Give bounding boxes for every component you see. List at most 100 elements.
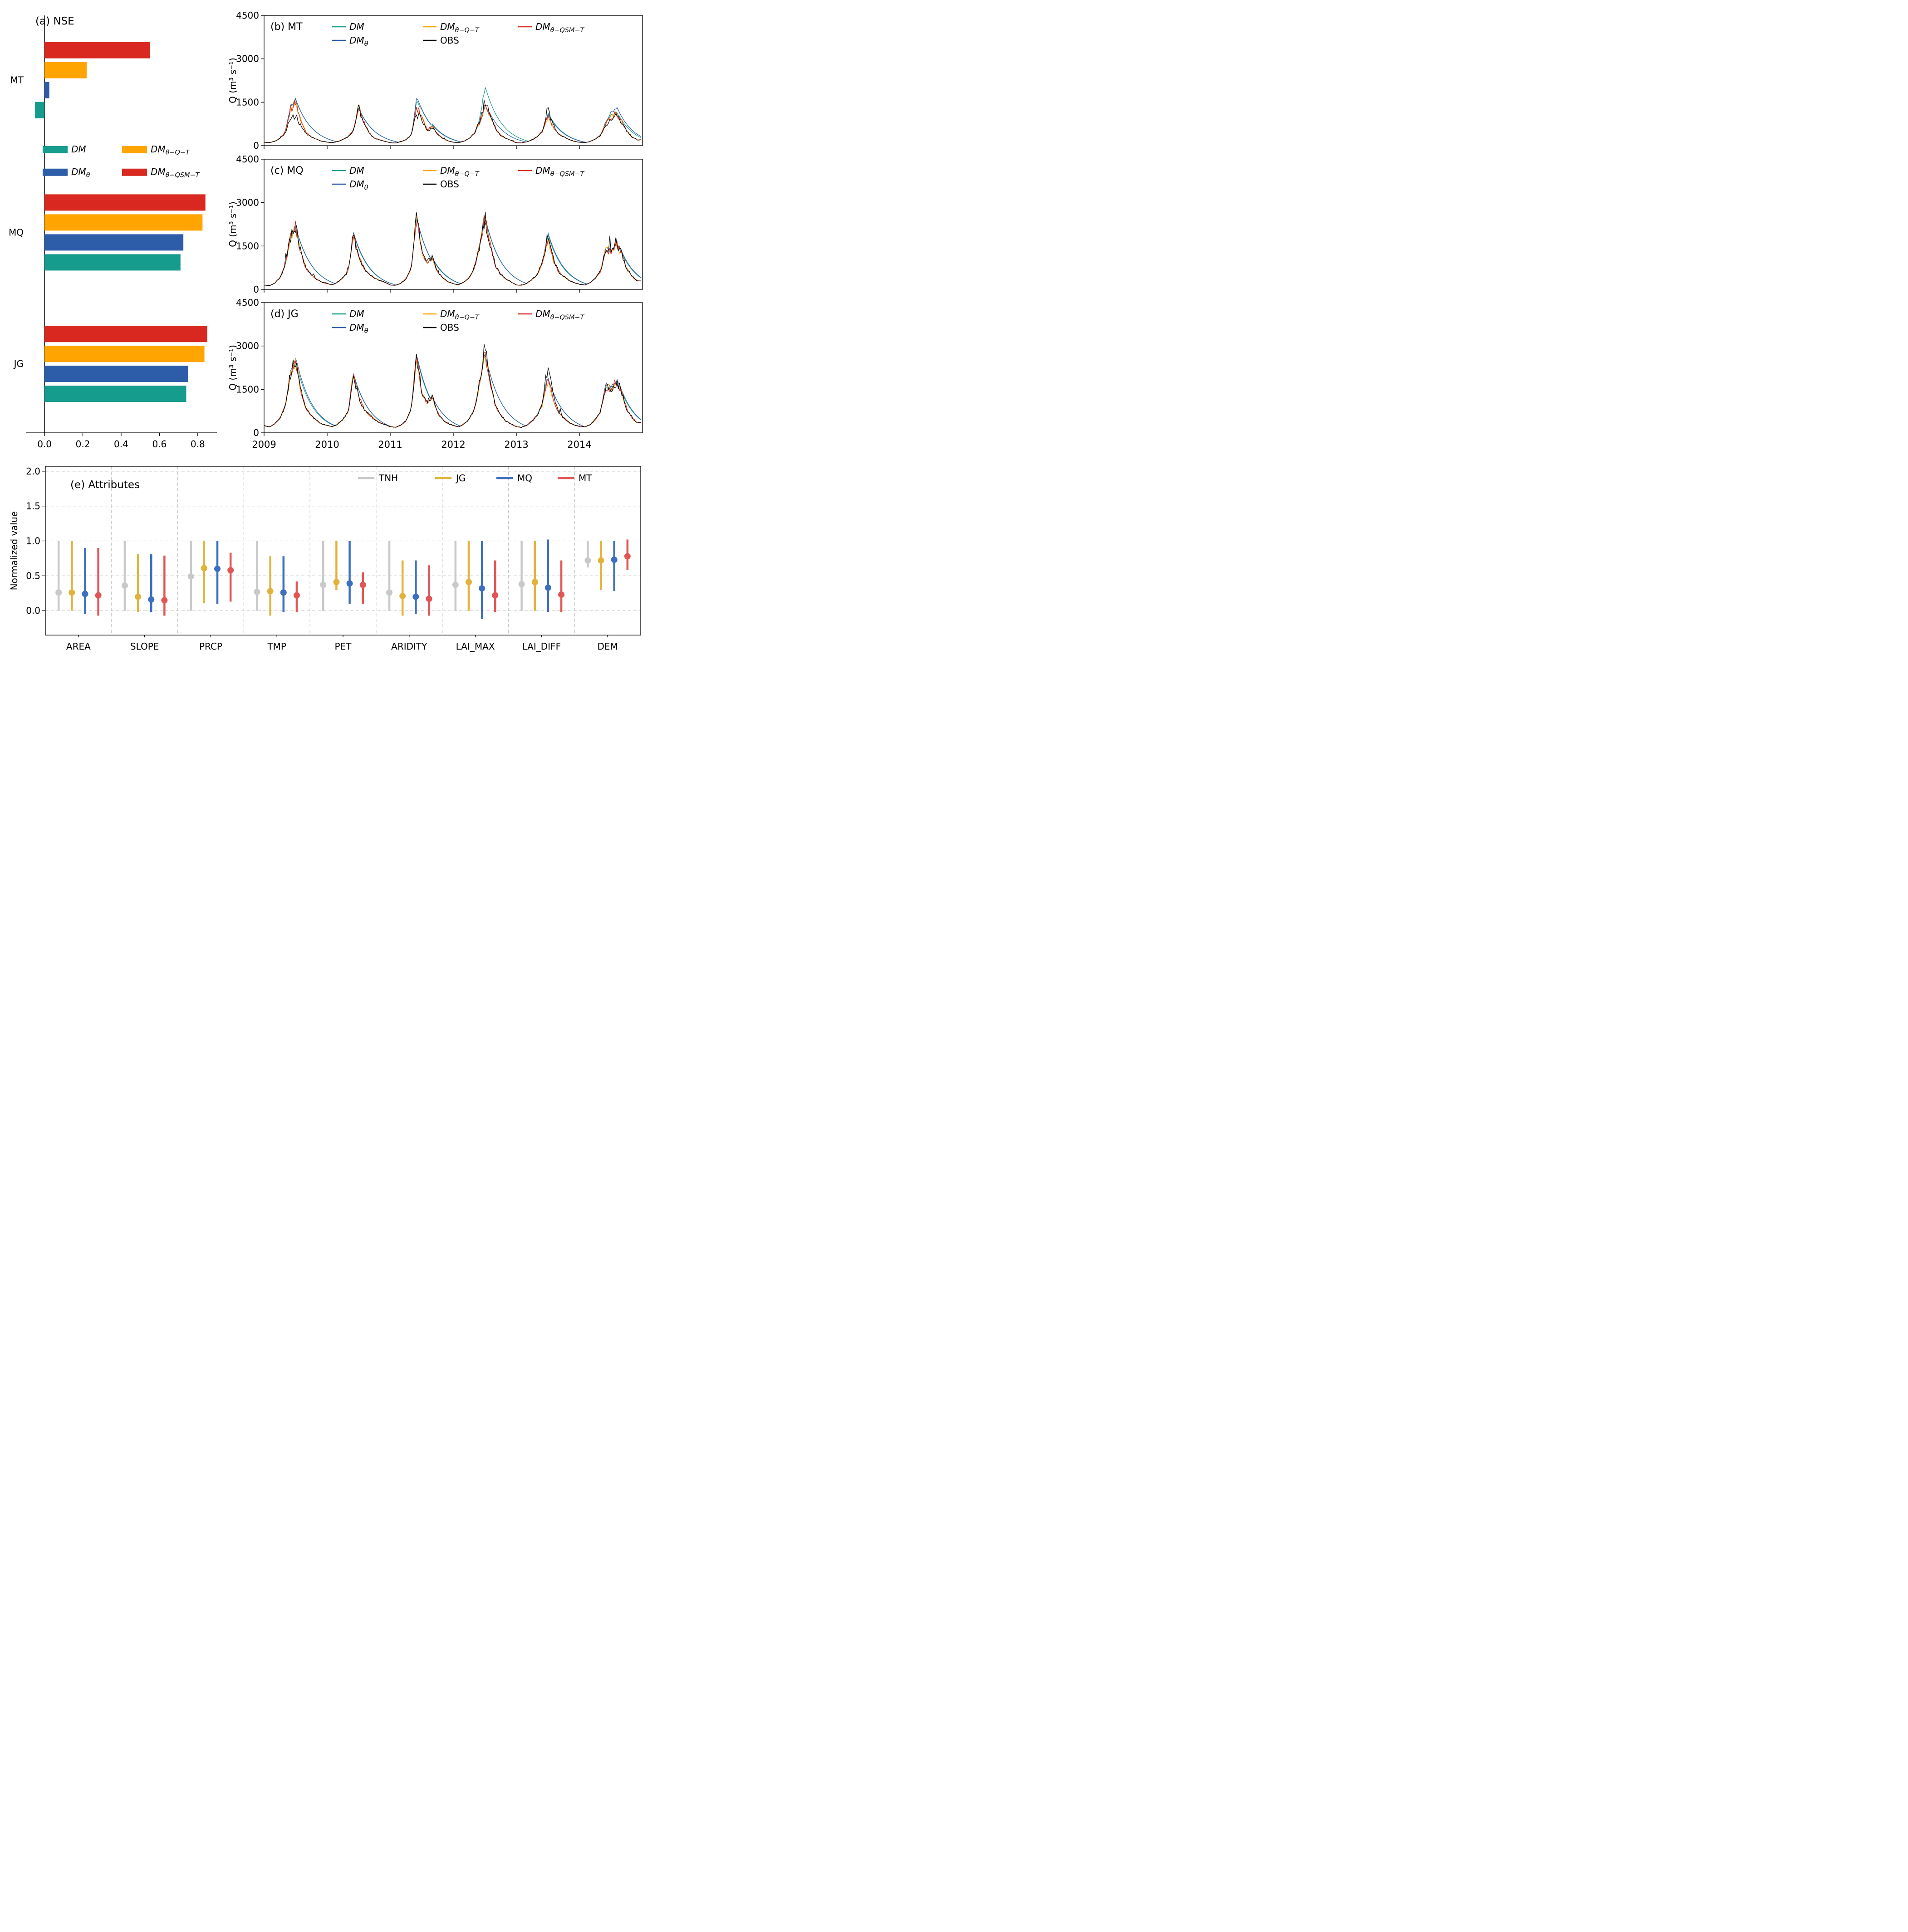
median-MT-LAI_DIFF	[558, 591, 565, 598]
median-JG-TMP	[267, 588, 274, 595]
bar-MT-DMθ−QSM−T	[44, 42, 150, 59]
line-c-OBS	[264, 212, 642, 286]
panel-a-title: (a) NSE	[35, 15, 74, 27]
line-b-OBS	[264, 100, 642, 143]
median-MQ-TMP	[280, 589, 287, 596]
category-label-PRCP: PRCP	[199, 641, 222, 652]
bar-JG-DMθ−QSM−T	[44, 326, 207, 342]
x-tick-label-2014: 2014	[567, 439, 591, 450]
bar-MQ-DMθ	[44, 234, 184, 251]
y-tick-label: 3000	[236, 341, 259, 352]
panels-bcd-streamflow-timeseries: 0 1500 3000 4500 Q (m³ s⁻¹) (b) MT DM DMθ−Q−T DM…	[227, 10, 643, 450]
median-JG-DEM	[598, 557, 604, 564]
bar-JG-DMθ−Q−T	[44, 346, 205, 362]
bar-JG-DMθ	[44, 366, 188, 382]
figure-canvas: 0.0 0.2 0.4 0.6 0.8 MT MQ JG (a) NSE DM DMθ DMθ−Q−T…	[0, 0, 653, 664]
median-MT-SLOPE	[161, 597, 168, 604]
y-tick-label: 3000	[236, 54, 259, 64]
median-TNH-TMP	[254, 588, 260, 595]
median-TNH-LAI_DIFF	[518, 581, 525, 587]
line-d-DM	[264, 353, 642, 428]
plot-box-e	[45, 466, 641, 636]
y-tick-label: 1500	[236, 97, 259, 108]
y-tick-label: 0	[253, 140, 259, 151]
category-label-DEM: DEM	[597, 641, 618, 652]
median-MQ-PET	[346, 580, 353, 587]
group-label-MQ: MQ	[9, 227, 24, 238]
x-tick-label-2013: 2013	[504, 439, 528, 450]
x-tick-label: 0.6	[152, 439, 167, 450]
median-MQ-LAI_MAX	[479, 585, 486, 592]
median-JG-AREA	[69, 589, 75, 596]
median-MQ-DEM	[611, 556, 618, 563]
legend-label-DMθ−QSM−T: DMθ−QSM−T	[535, 165, 584, 178]
y-tick-label: 1500	[236, 384, 259, 395]
legend-swatch-DM	[43, 146, 68, 153]
median-MT-DEM	[624, 553, 631, 560]
y-tick-label: 1.5	[26, 501, 40, 512]
legend-swatch-DMθ	[43, 168, 68, 176]
median-JG-SLOPE	[135, 593, 142, 600]
x-tick-label-2011: 2011	[378, 439, 402, 450]
panel-title-e: (e) Attributes	[70, 479, 140, 491]
group-label-MT: MT	[10, 75, 24, 86]
category-label-TMP: TMP	[267, 641, 286, 652]
legend-label-DMθ−Q−T: DMθ−Q−T	[151, 144, 190, 157]
y-tick-label: 0.0	[26, 605, 40, 616]
panel-title-b: (b) MT	[270, 21, 303, 33]
y-axis-label-b: Q (m³ s⁻¹)	[227, 58, 238, 103]
bar-MT-DM	[34, 102, 45, 118]
line-b-DMθ−QSM−T	[264, 100, 642, 143]
legend-label-DM: DM	[349, 308, 364, 319]
panel-title-d: (d) JG	[270, 308, 299, 320]
line-d-OBS	[264, 344, 642, 428]
panel-e-attributes-errorbar-chart: 0.0 0.5 1.0 1.5 2.0 Normalized value AREA SLOPE…	[9, 466, 641, 652]
legend-label-DM: DM	[349, 21, 364, 32]
y-axis-label-e: Normalized value	[9, 511, 20, 590]
median-TNH-PRCP	[187, 573, 194, 580]
y-tick-label: 3000	[236, 197, 259, 208]
line-c-DMθ	[264, 216, 642, 286]
y-tick-label: 0	[253, 427, 259, 438]
y-tick-label: 4500	[236, 297, 259, 308]
legend-swatch-DMθ−Q−T	[122, 146, 147, 153]
legend-label-DMθ−Q−T: DMθ−Q−T	[440, 165, 480, 178]
legend-label-DM: DM	[71, 144, 86, 155]
median-TNH-ARIDITY	[386, 589, 393, 596]
group-label-JG: JG	[13, 358, 24, 369]
x-tick-label: 0.8	[191, 439, 205, 450]
median-MQ-SLOPE	[148, 596, 155, 603]
bar-JG-DM	[44, 386, 186, 402]
median-TNH-AREA	[55, 589, 62, 596]
median-TNH-LAI_MAX	[452, 582, 459, 588]
legend-label-DMθ−QSM−T: DMθ−QSM−T	[151, 166, 200, 179]
legend-label-obs: OBS	[440, 322, 459, 333]
top-row: 0.0 0.2 0.4 0.6 0.8 MT MQ JG (a) NSE DM DMθ DMθ−Q−T…	[6, 6, 647, 455]
line-b-DM	[264, 87, 642, 143]
category-label-ARIDITY: ARIDITY	[391, 641, 427, 652]
median-MT-TMP	[293, 592, 300, 599]
line-c-DMθ−Q−T	[264, 214, 642, 286]
bar-MQ-DMθ−QSM−T	[44, 194, 206, 211]
median-JG-ARIDITY	[399, 592, 406, 599]
legend-label-DM: DM	[349, 165, 364, 176]
bar-MQ-DM	[44, 254, 181, 271]
bar-MT-DMθ−Q−T	[44, 62, 87, 78]
legend-swatch-DMθ−QSM−T	[122, 168, 147, 176]
legend-label-obs: OBS	[440, 35, 459, 46]
legend-label-DMθ: DMθ	[349, 35, 368, 48]
legend-label-JG: JG	[455, 473, 466, 484]
legend-label-MT: MT	[579, 473, 592, 484]
y-tick-label: 4500	[236, 154, 259, 165]
legend-label-DMθ: DMθ	[349, 322, 368, 335]
bar-MT-DMθ	[44, 82, 49, 98]
median-MQ-AREA	[82, 591, 88, 597]
x-tick-label: 0.2	[76, 439, 90, 450]
legend-label-DMθ−Q−T: DMθ−Q−T	[440, 21, 480, 34]
median-JG-LAI_DIFF	[531, 579, 538, 586]
line-b-DMθ−Q−T	[264, 101, 642, 143]
category-label-SLOPE: SLOPE	[130, 641, 159, 652]
legend-label-DMθ: DMθ	[349, 179, 368, 191]
x-tick-label-2012: 2012	[441, 439, 465, 450]
y-axis-label-c: Q (m³ s⁻¹)	[227, 201, 238, 247]
